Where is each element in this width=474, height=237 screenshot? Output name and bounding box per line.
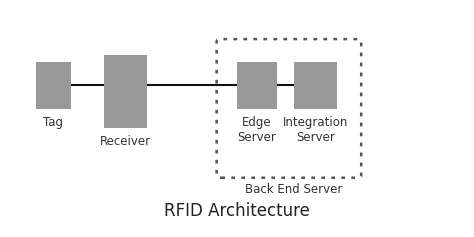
Bar <box>36 62 71 109</box>
Text: Receiver: Receiver <box>100 135 151 148</box>
Text: Integration
Server: Integration Server <box>283 116 348 144</box>
Bar <box>237 62 277 109</box>
Text: Edge
Server: Edge Server <box>237 116 277 144</box>
Text: RFID Architecture: RFID Architecture <box>164 202 310 220</box>
Text: Tag: Tag <box>43 116 64 129</box>
Bar <box>294 62 337 109</box>
Bar <box>104 55 147 128</box>
Text: Back End Server: Back End Server <box>245 183 343 196</box>
